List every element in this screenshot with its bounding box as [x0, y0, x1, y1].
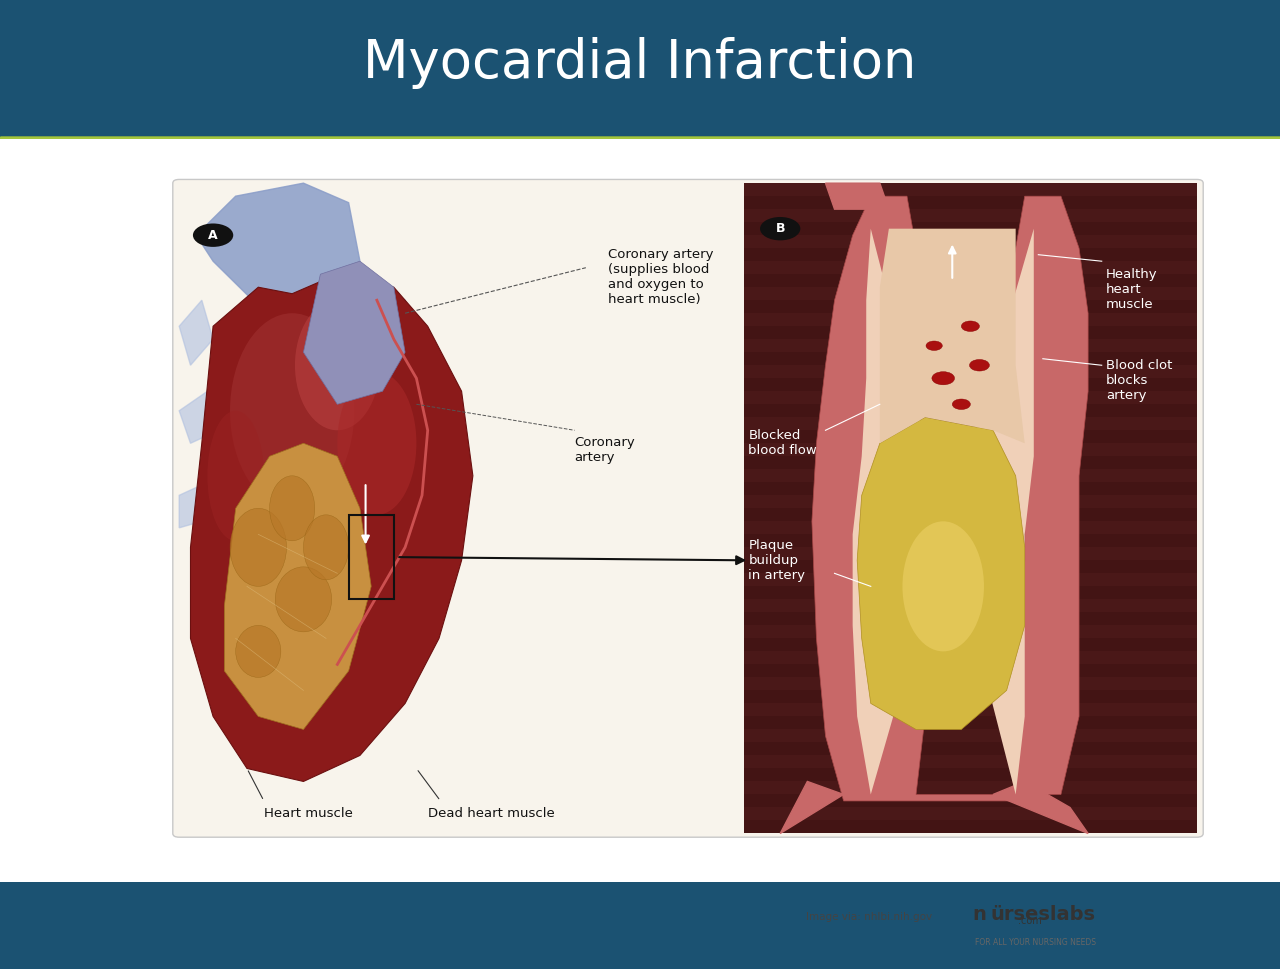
- Polygon shape: [812, 196, 1088, 801]
- Polygon shape: [191, 274, 472, 781]
- Bar: [348, 515, 394, 600]
- Ellipse shape: [236, 625, 280, 677]
- Bar: [744, 795, 1197, 807]
- Text: Blood clot
blocks
artery: Blood clot blocks artery: [1106, 359, 1172, 402]
- Bar: [744, 300, 1197, 313]
- Text: .com: .com: [1018, 916, 1042, 926]
- Bar: [744, 716, 1197, 730]
- Polygon shape: [852, 229, 1034, 795]
- Polygon shape: [303, 262, 404, 404]
- Ellipse shape: [338, 372, 416, 515]
- Text: Dead heart muscle: Dead heart muscle: [428, 807, 554, 821]
- Bar: [744, 768, 1197, 781]
- Polygon shape: [179, 483, 207, 528]
- Bar: [744, 742, 1197, 756]
- Circle shape: [193, 224, 233, 247]
- Bar: [744, 183, 1197, 833]
- Text: A: A: [209, 229, 218, 241]
- Polygon shape: [179, 391, 219, 443]
- Polygon shape: [224, 443, 371, 730]
- Bar: [744, 509, 1197, 521]
- Bar: [744, 560, 1197, 574]
- Circle shape: [952, 399, 970, 410]
- Text: B: B: [776, 222, 785, 235]
- Polygon shape: [280, 274, 416, 391]
- Bar: [744, 430, 1197, 443]
- Circle shape: [760, 217, 800, 240]
- Text: Myocardial Infarction: Myocardial Infarction: [364, 37, 916, 89]
- Bar: [744, 378, 1197, 391]
- Text: Image via: nhlbi.nih.gov: Image via: nhlbi.nih.gov: [806, 912, 933, 922]
- Bar: [744, 483, 1197, 495]
- Polygon shape: [781, 781, 844, 833]
- Polygon shape: [826, 183, 888, 209]
- Ellipse shape: [270, 476, 315, 541]
- Text: Heart muscle: Heart muscle: [264, 807, 353, 821]
- Text: Coronary
artery: Coronary artery: [575, 436, 635, 464]
- Text: Plaque
buildup
in artery: Plaque buildup in artery: [749, 539, 805, 581]
- Ellipse shape: [230, 509, 287, 586]
- Ellipse shape: [230, 313, 355, 509]
- Ellipse shape: [275, 567, 332, 632]
- Bar: [744, 353, 1197, 365]
- Ellipse shape: [303, 515, 348, 579]
- Bar: [744, 534, 1197, 547]
- Ellipse shape: [294, 300, 380, 430]
- Circle shape: [969, 359, 989, 371]
- Ellipse shape: [902, 521, 984, 651]
- Bar: [744, 586, 1197, 600]
- Bar: [744, 222, 1197, 235]
- Bar: [744, 821, 1197, 833]
- Bar: [744, 456, 1197, 469]
- Bar: [744, 690, 1197, 703]
- Text: n: n: [973, 905, 987, 924]
- Bar: [744, 196, 1197, 209]
- Bar: [744, 639, 1197, 651]
- Bar: [744, 404, 1197, 418]
- Polygon shape: [196, 183, 360, 313]
- Polygon shape: [179, 300, 212, 365]
- Polygon shape: [993, 781, 1088, 833]
- Bar: [744, 274, 1197, 287]
- Bar: [744, 248, 1197, 262]
- FancyBboxPatch shape: [173, 179, 1203, 837]
- Text: FOR ALL YOUR NURSING NEEDS: FOR ALL YOUR NURSING NEEDS: [975, 938, 1097, 948]
- Bar: [744, 612, 1197, 625]
- Circle shape: [961, 321, 979, 331]
- Text: Healthy
heart
muscle: Healthy heart muscle: [1106, 267, 1158, 311]
- Polygon shape: [858, 418, 1025, 730]
- Polygon shape: [879, 229, 1025, 443]
- Bar: [744, 665, 1197, 677]
- Text: Coronary artery
(supplies blood
and oxygen to
heart muscle): Coronary artery (supplies blood and oxyg…: [608, 248, 714, 306]
- Bar: [744, 327, 1197, 339]
- Circle shape: [932, 372, 955, 385]
- Text: Blocked
blood flow: Blocked blood flow: [749, 429, 817, 457]
- Ellipse shape: [207, 411, 264, 541]
- Text: ürseslabs: ürseslabs: [991, 905, 1096, 924]
- Circle shape: [925, 341, 942, 351]
